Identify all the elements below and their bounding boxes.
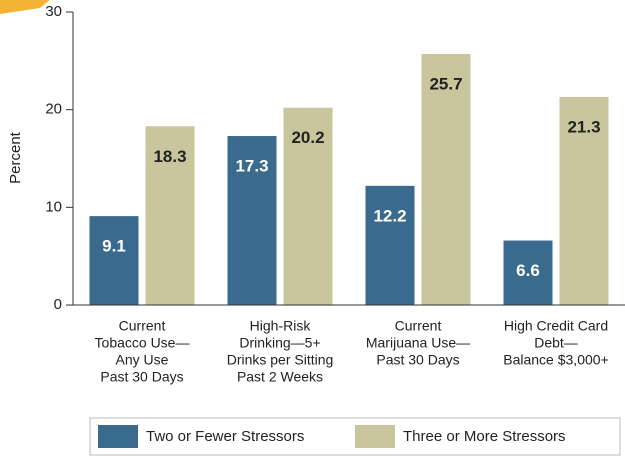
legend-swatch bbox=[98, 425, 138, 448]
bar bbox=[227, 136, 277, 305]
value-label: 9.1 bbox=[102, 237, 126, 256]
value-label: 17.3 bbox=[235, 157, 268, 176]
bar bbox=[283, 107, 333, 305]
x-tick-label: Debt— bbox=[534, 335, 578, 351]
y-tick-label: 10 bbox=[45, 198, 62, 215]
x-tick-label: Any Use bbox=[116, 352, 169, 368]
legend-swatch bbox=[355, 425, 395, 448]
y-tick-label: 30 bbox=[45, 3, 62, 20]
x-tick-label: Tobacco Use— bbox=[95, 335, 190, 351]
x-tick-label: Marijuana Use— bbox=[366, 335, 470, 351]
y-tick-label: 0 bbox=[54, 296, 62, 313]
x-tick-label: High-Risk bbox=[250, 318, 312, 334]
x-tick-label: Current bbox=[395, 318, 442, 334]
x-tick-label: Current bbox=[119, 318, 166, 334]
value-label: 25.7 bbox=[429, 74, 462, 93]
y-axis-label: Percent bbox=[7, 131, 24, 184]
bar bbox=[421, 53, 471, 305]
x-tick-label: Past 30 Days bbox=[376, 352, 459, 368]
value-label: 21.3 bbox=[567, 117, 600, 136]
bar bbox=[503, 240, 553, 305]
x-tick-label: Past 30 Days bbox=[100, 369, 183, 385]
bar bbox=[145, 126, 195, 306]
legend-label: Two or Fewer Stressors bbox=[146, 428, 304, 445]
x-tick-label: Drinking—5+ bbox=[239, 335, 320, 351]
value-label: 6.6 bbox=[516, 261, 540, 280]
x-tick-label: Drinks per Sitting bbox=[227, 352, 334, 368]
corner-decoration bbox=[0, 0, 50, 14]
y-tick-label: 20 bbox=[45, 101, 62, 118]
x-tick-label: High Credit Card bbox=[504, 318, 608, 334]
x-tick-label: Past 2 Weeks bbox=[237, 369, 323, 385]
value-label: 12.2 bbox=[373, 206, 406, 225]
bar bbox=[365, 185, 415, 305]
legend-label: Three or More Stressors bbox=[403, 428, 566, 445]
value-label: 20.2 bbox=[291, 128, 324, 147]
bar bbox=[559, 96, 609, 305]
bar bbox=[89, 216, 139, 305]
value-label: 18.3 bbox=[153, 147, 186, 166]
x-tick-label: Balance $3,000+ bbox=[503, 352, 608, 368]
